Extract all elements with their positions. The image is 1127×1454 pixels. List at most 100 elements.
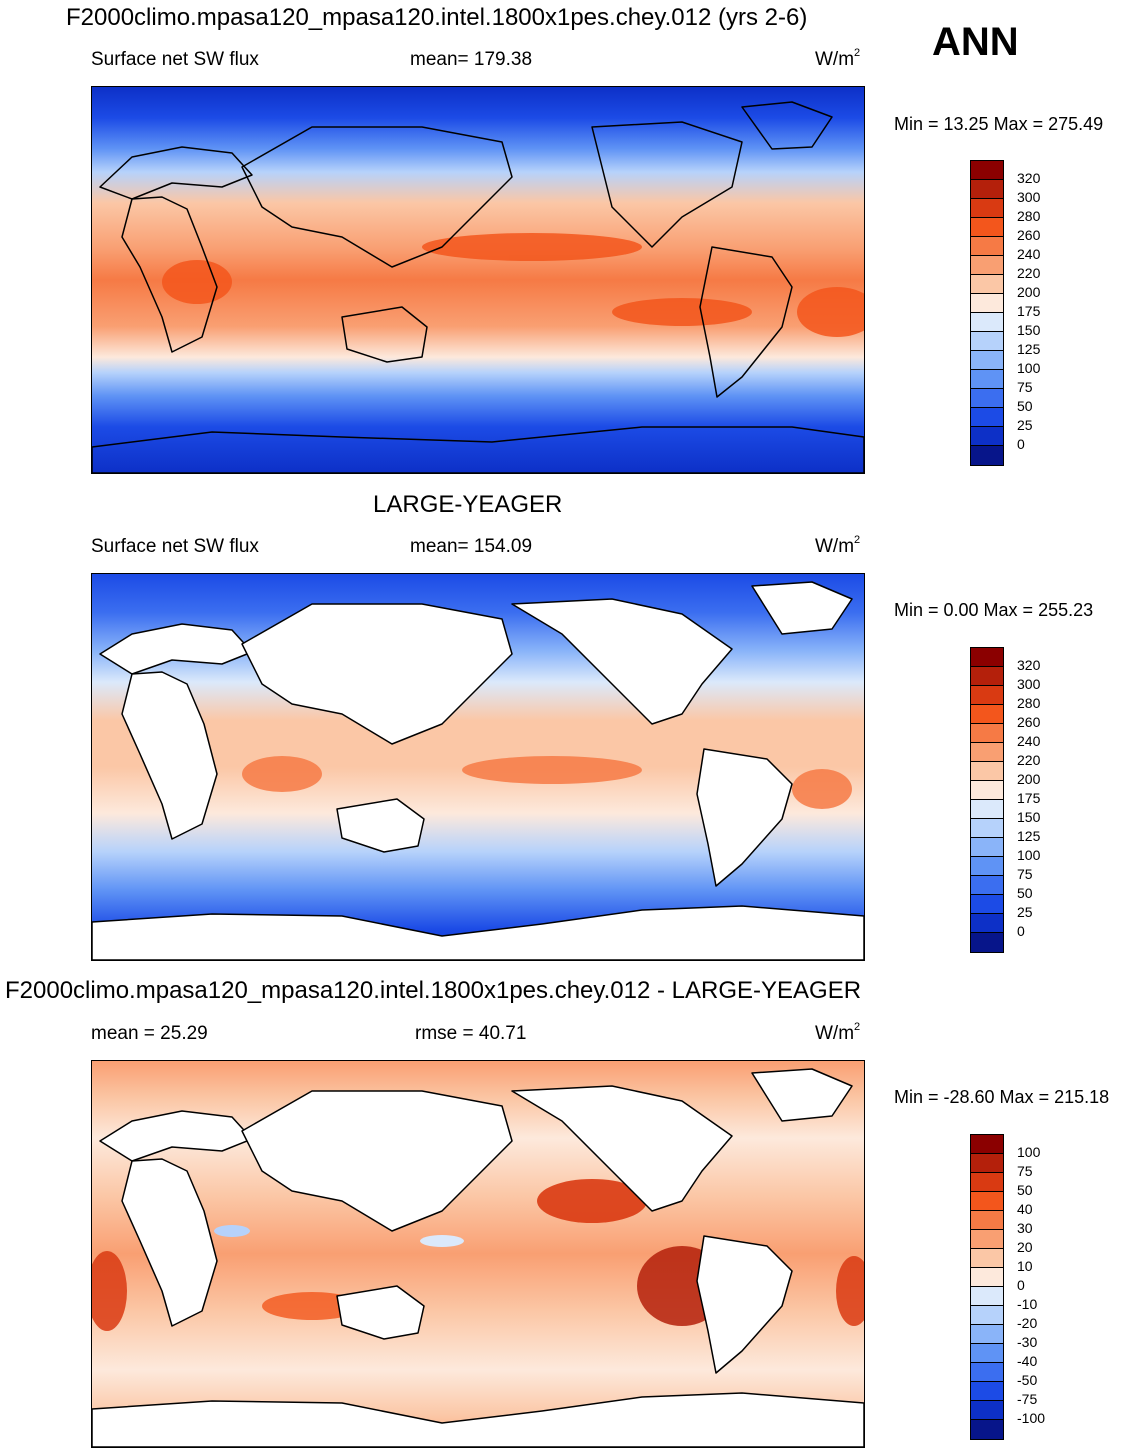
panel-1-units: W/m2: [815, 47, 861, 70]
panel-3-map-svg: [92, 1061, 864, 1447]
colorbar-level-label: 200: [1017, 771, 1041, 787]
colorbar-level-label: 0: [1017, 436, 1025, 452]
colorbar-swatch: [971, 1192, 1003, 1211]
colorbar-level-label: 300: [1017, 676, 1041, 692]
panel-2-minmax: Min = 0.00 Max = 255.23: [894, 600, 1094, 620]
colorbar-level-label: 175: [1017, 303, 1041, 319]
colorbar-level-label: 200: [1017, 284, 1041, 300]
colorbar-level-label: -50: [1017, 1372, 1038, 1388]
colorbar-level-label: 50: [1017, 885, 1033, 901]
colorbar-swatch: [971, 256, 1003, 275]
panel-1-hotspots: [162, 233, 864, 337]
colorbar-level-label: -30: [1017, 1334, 1038, 1350]
panel-2-variable: Surface net SW flux: [91, 536, 259, 557]
colorbar-swatch: [971, 313, 1003, 332]
panel-2-mean: mean= 154.09: [410, 536, 533, 557]
colorbar-swatch: [971, 895, 1003, 914]
colorbar-swatch: [971, 1420, 1003, 1439]
colorbar-level-label: 100: [1017, 1144, 1041, 1160]
colorbar-level-label: 240: [1017, 246, 1041, 262]
panel-3-minmax: Min = -28.60 Max = 215.18: [894, 1087, 1110, 1107]
panel-3-mean: mean = 25.29: [91, 1023, 208, 1044]
panel-3-colorbar: [970, 1134, 1004, 1440]
colorbar-level-label: -75: [1017, 1391, 1038, 1407]
colorbar-swatch: [971, 332, 1003, 351]
colorbar-swatch: [971, 351, 1003, 370]
season-label: ANN: [932, 20, 1019, 64]
colorbar-swatch: [971, 161, 1003, 180]
colorbar-swatch: [971, 743, 1003, 762]
colorbar-level-label: 10: [1017, 1258, 1033, 1274]
colorbar-swatch: [971, 819, 1003, 838]
colorbar-level-label: 150: [1017, 322, 1041, 338]
colorbar-swatch: [971, 762, 1003, 781]
colorbar-swatch: [971, 199, 1003, 218]
colorbar-level-label: 30: [1017, 1220, 1033, 1236]
colorbar-swatch: [971, 1401, 1003, 1420]
panel-2-map-svg: [92, 574, 864, 960]
colorbar-swatch: [971, 1173, 1003, 1192]
panel-1-variable: Surface net SW flux: [91, 49, 259, 70]
colorbar-swatch: [971, 781, 1003, 800]
colorbar-swatch: [971, 1306, 1003, 1325]
colorbar-level-label: 320: [1017, 170, 1041, 186]
colorbar-level-label: 0: [1017, 923, 1025, 939]
colorbar-level-label: 100: [1017, 360, 1041, 376]
colorbar-level-label: -100: [1017, 1410, 1046, 1426]
colorbar-level-label: 220: [1017, 752, 1041, 768]
colorbar-level-label: 20: [1017, 1239, 1033, 1255]
colorbar-swatch: [971, 914, 1003, 933]
colorbar-level-label: -10: [1017, 1296, 1038, 1312]
panel-1-minmax: Min = 13.25 Max = 275.49: [894, 114, 1104, 134]
panel-3-units: W/m2: [815, 1021, 861, 1044]
colorbar-swatch: [971, 1344, 1003, 1363]
colorbar-level-label: 125: [1017, 341, 1041, 357]
panel-1-title: F2000climo.mpasa120_mpasa120.intel.1800x…: [66, 4, 808, 31]
colorbar-swatch: [971, 1154, 1003, 1173]
colorbar-swatch: [971, 237, 1003, 256]
colorbar-level-label: 75: [1017, 1163, 1033, 1179]
panel-1-coastlines: [92, 101, 864, 473]
colorbar-swatch: [971, 446, 1003, 465]
colorbar-level-label: 40: [1017, 1201, 1033, 1217]
panel-2-colorbar: [970, 647, 1004, 953]
colorbar-swatch: [971, 1287, 1003, 1306]
panel-1-colorbar: [970, 160, 1004, 466]
colorbar-swatch: [971, 857, 1003, 876]
colorbar-level-label: 280: [1017, 208, 1041, 224]
colorbar-swatch: [971, 705, 1003, 724]
panel-1-map: [91, 86, 865, 474]
colorbar-level-label: 100: [1017, 847, 1041, 863]
panel-3-title: F2000climo.mpasa120_mpasa120.intel.1800x…: [5, 977, 862, 1004]
panel-2-map: [91, 573, 865, 961]
colorbar-swatch: [971, 1211, 1003, 1230]
colorbar-swatch: [971, 1135, 1003, 1154]
colorbar-level-label: 175: [1017, 790, 1041, 806]
colorbar-level-label: 240: [1017, 733, 1041, 749]
colorbar-level-label: 25: [1017, 904, 1033, 920]
colorbar-level-label: 50: [1017, 398, 1033, 414]
colorbar-swatch: [971, 370, 1003, 389]
colorbar-swatch: [971, 800, 1003, 819]
panel-2-units: W/m2: [815, 534, 861, 557]
colorbar-swatch: [971, 667, 1003, 686]
colorbar-level-label: 320: [1017, 657, 1041, 673]
colorbar-swatch: [971, 1268, 1003, 1287]
colorbar-swatch: [971, 933, 1003, 952]
colorbar-level-label: 260: [1017, 227, 1041, 243]
colorbar-level-label: 75: [1017, 866, 1033, 882]
colorbar-swatch: [971, 218, 1003, 237]
colorbar-level-label: 300: [1017, 189, 1041, 205]
colorbar-swatch: [971, 1230, 1003, 1249]
colorbar-swatch: [971, 686, 1003, 705]
colorbar-level-label: -20: [1017, 1315, 1038, 1331]
panel-2-hotspots: [242, 756, 852, 809]
colorbar-swatch: [971, 876, 1003, 895]
colorbar-swatch: [971, 294, 1003, 313]
panel-1-map-svg: [92, 87, 864, 473]
colorbar-swatch: [971, 1325, 1003, 1344]
panel-3-map: [91, 1060, 865, 1448]
colorbar-swatch: [971, 1249, 1003, 1268]
colorbar-level-label: 125: [1017, 828, 1041, 844]
panel-2-title: LARGE-YEAGER: [373, 491, 563, 518]
